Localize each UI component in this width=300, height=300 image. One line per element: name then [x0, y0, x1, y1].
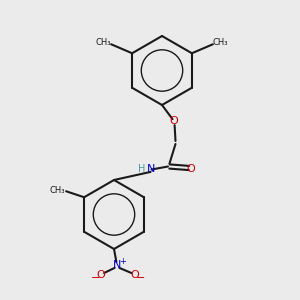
- Text: CH₃: CH₃: [96, 38, 111, 47]
- Text: −: −: [136, 272, 145, 283]
- Text: CH₃: CH₃: [50, 186, 65, 195]
- Text: O: O: [96, 269, 105, 280]
- Text: CH₃: CH₃: [213, 38, 228, 47]
- Text: N: N: [113, 260, 121, 271]
- Text: O: O: [169, 116, 178, 127]
- Text: −: −: [90, 272, 100, 283]
- Text: O: O: [130, 269, 140, 280]
- Text: H: H: [138, 164, 146, 175]
- Text: N: N: [146, 164, 155, 175]
- Text: O: O: [186, 164, 195, 175]
- Text: +: +: [119, 256, 126, 266]
